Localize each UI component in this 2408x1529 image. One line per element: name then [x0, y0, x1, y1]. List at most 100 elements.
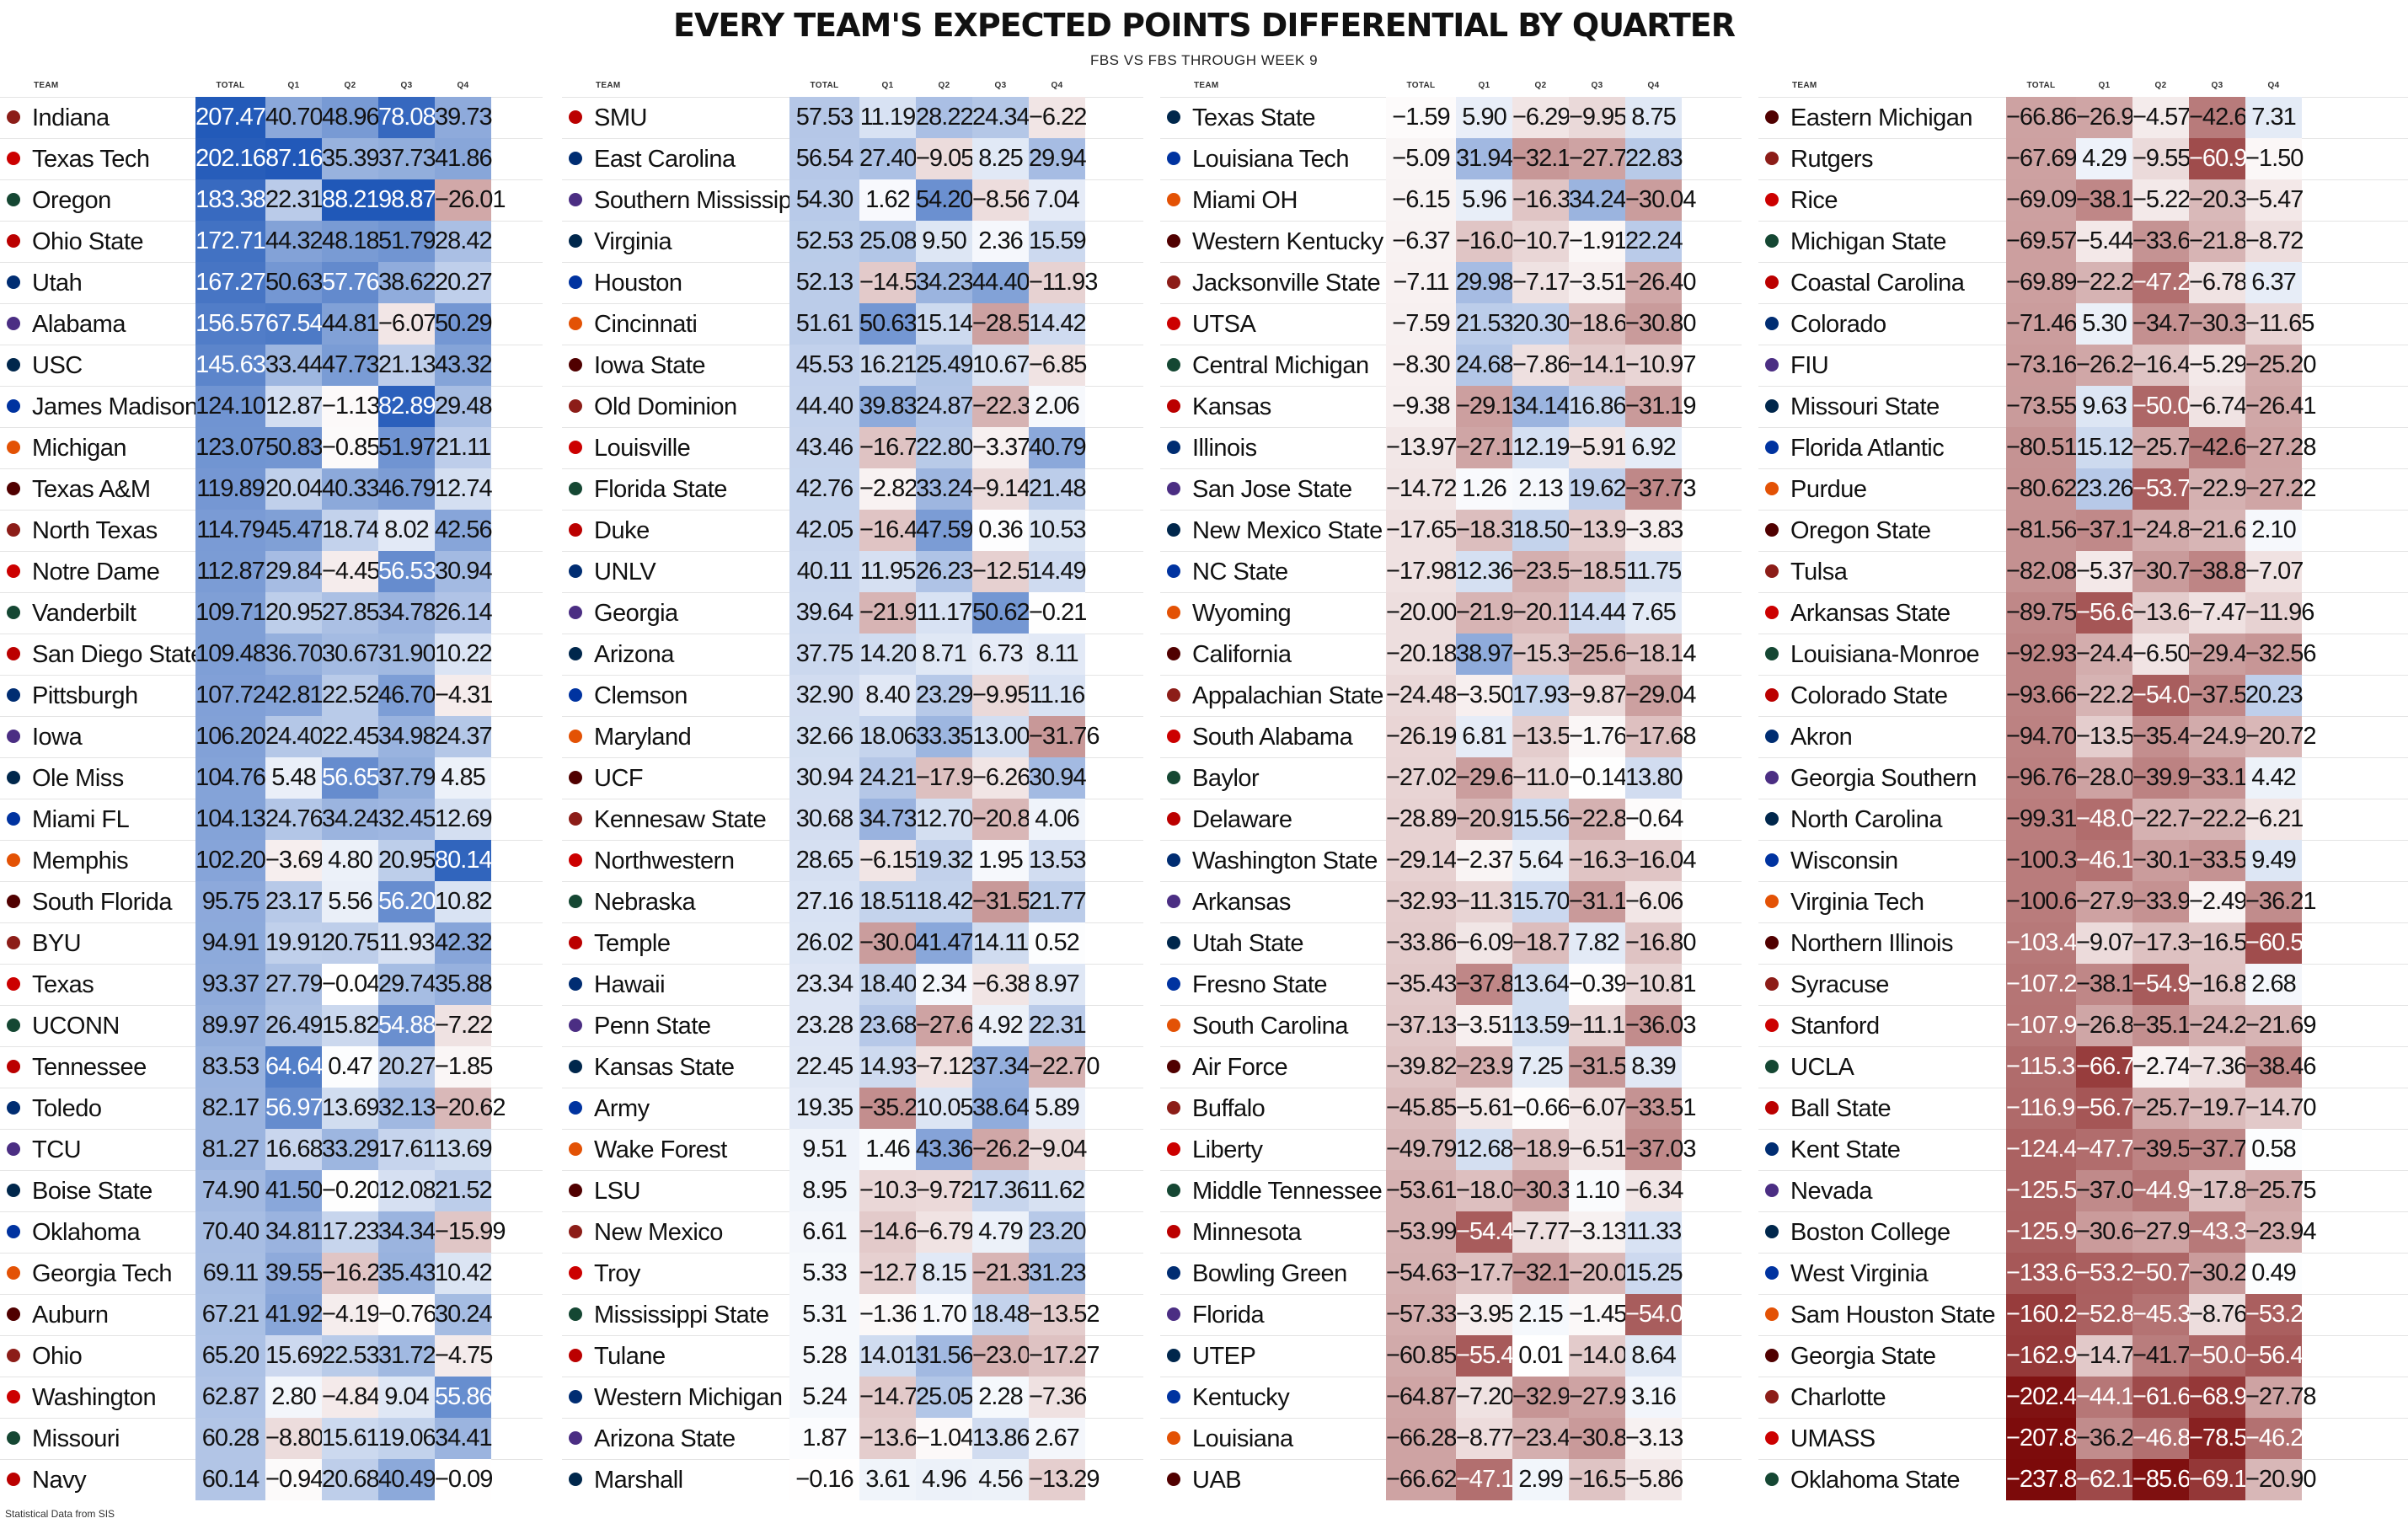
q1-cell: 50.83	[265, 427, 324, 468]
table-row-wyoming: Wyoming −20.00 −21.96 −20.13 14.44 7.65	[1160, 592, 1742, 634]
q1-cell: 33.44	[265, 345, 324, 386]
q4-cell: 29.48	[435, 386, 493, 427]
team-name: Minnesota	[1192, 1219, 1302, 1246]
table-row-navy: Navy 60.14 −0.94 20.68 40.49 −0.09	[0, 1459, 543, 1500]
team-logo-icon	[1765, 1225, 1779, 1238]
q1-cell: −62.10	[2076, 1459, 2148, 1500]
q1-cell: 39.83	[859, 386, 918, 427]
q3-cell: −20.80	[972, 799, 1044, 840]
q2-cell: −10.70	[1512, 221, 1584, 262]
total-cell: −17.65	[1386, 510, 1458, 551]
total-cell: −107.92	[2006, 1005, 2090, 1046]
q1-cell: −37.02	[2076, 1170, 2148, 1211]
q4-cell: 24.37	[435, 716, 493, 757]
q4-cell: 15.59	[1029, 221, 1087, 262]
q1-cell: 23.26	[2076, 468, 2134, 510]
q2-cell: 33.24	[916, 468, 974, 510]
team-name: Clemson	[594, 682, 688, 709]
q3-cell: −1.45	[1569, 1294, 1627, 1335]
team-name: Oklahoma	[32, 1219, 141, 1246]
team-logo-icon	[7, 977, 20, 991]
q4-cell: −26.40	[1625, 262, 1697, 303]
team-name: Marshall	[594, 1467, 683, 1494]
team-name: Mississippi State	[594, 1302, 769, 1329]
q3-cell: 17.36	[972, 1170, 1030, 1211]
q4-cell: 28.42	[435, 221, 493, 262]
team-logo-icon	[7, 358, 20, 372]
q4-cell: −16.04	[1625, 840, 1697, 881]
q2-cell: −9.72	[916, 1170, 974, 1211]
team-logo-icon	[1765, 110, 1779, 124]
total-cell: −14.72	[1386, 468, 1458, 510]
total-cell: 54.30	[789, 179, 859, 221]
table-row-marshall: Marshall −0.16 3.61 4.96 4.56 −13.29	[562, 1459, 1143, 1500]
total-cell: 19.35	[789, 1088, 859, 1129]
q2-cell: 17.23	[322, 1211, 380, 1253]
q3-cell: −11.19	[1569, 1005, 1638, 1046]
q1-cell: −53.20	[2076, 1253, 2148, 1294]
table-row-temple: Temple 26.02 −30.08 41.47 14.11 0.52	[562, 922, 1143, 964]
table-row-mississippi-state: Mississippi State 5.31 −1.36 1.70 18.48 −13.5…	[562, 1294, 1143, 1335]
q2-cell: 22.45	[322, 716, 380, 757]
column-header-q2: Q2	[344, 81, 356, 90]
team-logo-icon	[1765, 1390, 1779, 1403]
team-name: Troy	[594, 1260, 640, 1287]
table-row-georgia-tech: Georgia Tech 69.11 39.55 −16.28 35.43 10.42	[0, 1253, 543, 1294]
q3-cell: 0.36	[972, 510, 1029, 551]
total-cell: −5.09	[1386, 138, 1456, 179]
q3-cell: −22.28	[2189, 799, 2261, 840]
team-name: Maryland	[594, 724, 692, 751]
q2-cell: −85.65	[2132, 1459, 2204, 1500]
q1-cell: 44.32	[265, 221, 324, 262]
team-logo-icon	[1765, 895, 1779, 908]
q4-cell: −6.85	[1029, 345, 1087, 386]
total-cell: 8.95	[789, 1170, 859, 1211]
team-logo-icon	[569, 441, 582, 454]
table-row-north-texas: North Texas 114.79 45.47 18.74 8.02 42.56	[0, 510, 543, 551]
team-name: Illinois	[1192, 435, 1257, 462]
table-row-michigan: Michigan 123.07 50.83 −0.85 51.97 21.11	[0, 427, 543, 468]
team-logo-icon	[7, 564, 20, 578]
table-row-vanderbilt: Vanderbilt 109.71 20.95 27.85 34.78 26.14	[0, 592, 543, 634]
team-name: TCU	[32, 1136, 82, 1163]
q2-cell: 25.05	[916, 1377, 974, 1418]
q3-cell: 32.45	[378, 799, 436, 840]
table-row-western-kentucky: Western Kentucky −6.37 −16.00 −10.70 −1.91 22…	[1160, 221, 1742, 262]
table-row-uconn: UCONN 89.97 26.49 15.82 54.88 −7.22	[0, 1005, 543, 1046]
q4-cell: 21.52	[435, 1170, 493, 1211]
column-header-q3: Q3	[1591, 81, 1603, 90]
team-name: Akron	[1790, 724, 1853, 751]
team-logo-icon	[7, 1349, 20, 1362]
q3-cell: −18.55	[1569, 551, 1640, 592]
q4-cell: −11.96	[2245, 592, 2314, 634]
team-name: Navy	[32, 1467, 87, 1494]
table-row-indiana: Indiana 207.47 40.70 48.96 78.08 39.73	[0, 97, 543, 138]
team-name: East Carolina	[594, 146, 736, 173]
q4-cell: 39.73	[435, 97, 493, 138]
q4-cell: 22.83	[1625, 138, 1683, 179]
team-logo-icon	[569, 1184, 582, 1197]
team-name: Liberty	[1192, 1136, 1263, 1163]
team-name: Air Force	[1192, 1054, 1288, 1081]
q1-cell: −28.08	[2076, 757, 2148, 799]
team-name: Georgia	[594, 600, 678, 627]
team-logo-icon	[569, 1473, 582, 1486]
q2-cell: 2.13	[1512, 468, 1569, 510]
team-name: UAB	[1192, 1467, 1242, 1494]
table-row-ball-state: Ball State −116.96 −56.72 −25.79 −19.74 −14.7…	[1758, 1088, 2408, 1129]
q4-cell: −14.70	[2245, 1088, 2317, 1129]
team-logo-icon	[1167, 564, 1180, 578]
q3-cell: 54.88	[378, 1005, 436, 1046]
q3-cell: −31.55	[1569, 1046, 1640, 1088]
q2-cell: −50.70	[2132, 1253, 2204, 1294]
team-logo-icon	[569, 399, 582, 413]
q2-cell: −27.97	[2132, 1211, 2204, 1253]
q2-cell: −54.08	[2132, 675, 2204, 716]
q1-cell: 23.68	[859, 1005, 918, 1046]
q3-cell: −16.53	[2189, 922, 2261, 964]
team-name: Texas State	[1192, 104, 1316, 131]
q4-cell: −36.03	[1625, 1005, 1697, 1046]
team-name: Syracuse	[1790, 971, 1889, 998]
q1-cell: 11.19	[859, 97, 916, 138]
total-cell: −6.15	[1386, 179, 1456, 221]
